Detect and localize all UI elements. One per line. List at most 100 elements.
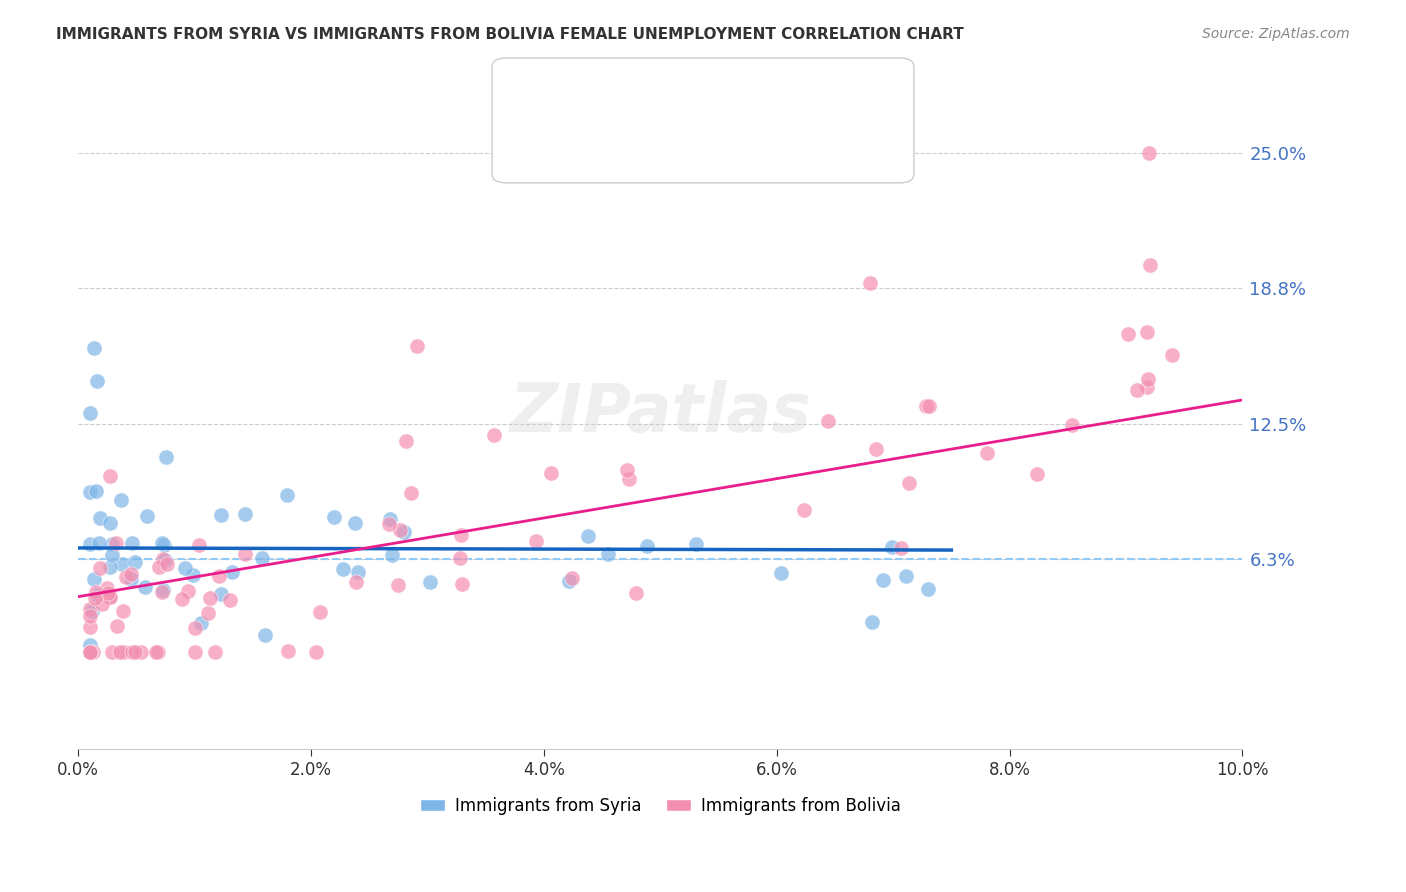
Point [121, 536, 143, 550]
Point [793, 503, 815, 517]
Point [198, 591, 221, 605]
Point [79, 645, 101, 659]
Legend: Immigrants from Syria, Immigrants from Bolivia: Immigrants from Syria, Immigrants from B… [413, 790, 908, 822]
Point [101, 537, 124, 551]
Point [449, 551, 471, 566]
Point [770, 566, 793, 580]
Point [250, 551, 273, 566]
Point [150, 536, 173, 550]
Point [83, 572, 105, 586]
Point [558, 574, 581, 588]
Point [136, 509, 159, 524]
Point [1137, 146, 1160, 161]
Point [82, 645, 104, 659]
Point [394, 434, 416, 448]
Point [111, 557, 134, 571]
Point [115, 570, 138, 584]
Point [685, 537, 707, 551]
Point [576, 529, 599, 543]
Point [98, 559, 121, 574]
Point [129, 645, 152, 659]
Point [176, 583, 198, 598]
Point [394, 525, 416, 540]
Point [524, 533, 547, 548]
Point [105, 618, 128, 632]
Point [204, 645, 226, 659]
Point [1136, 372, 1159, 386]
Point [79, 485, 101, 500]
Point [91, 597, 114, 611]
Point [221, 565, 243, 579]
Point [86, 374, 108, 388]
Point [882, 541, 904, 555]
Point [305, 645, 328, 659]
Point [1161, 348, 1184, 362]
Point [218, 593, 240, 607]
Point [1062, 418, 1084, 433]
Point [254, 628, 277, 642]
Point [277, 644, 299, 658]
Point [89, 511, 111, 525]
Point [124, 645, 146, 659]
Point [79, 609, 101, 624]
Point [344, 575, 367, 590]
Point [380, 512, 402, 526]
Point [1116, 326, 1139, 341]
Point [976, 445, 998, 459]
Point [152, 538, 174, 552]
Point [209, 587, 232, 601]
Point [79, 645, 101, 659]
Point [79, 602, 101, 616]
Point [872, 574, 894, 588]
Point [209, 508, 232, 523]
Text: IMMIGRANTS FROM SYRIA VS IMMIGRANTS FROM BOLIVIA FEMALE UNEMPLOYMENT CORRELATION: IMMIGRANTS FROM SYRIA VS IMMIGRANTS FROM… [56, 27, 965, 42]
Point [233, 547, 256, 561]
Point [859, 277, 882, 291]
Point [148, 560, 170, 574]
Point [98, 591, 121, 605]
Point [79, 620, 101, 634]
Point [187, 537, 209, 551]
Point [482, 427, 505, 442]
Point [183, 645, 205, 659]
Point [450, 527, 472, 541]
Point [155, 450, 177, 464]
Point [98, 516, 121, 531]
Point [174, 561, 197, 575]
Point [145, 645, 167, 659]
Point [914, 399, 936, 413]
Point [155, 553, 177, 567]
Point [598, 548, 620, 562]
Point [108, 645, 131, 659]
Point [97, 586, 120, 600]
Point [1026, 467, 1049, 482]
Point [152, 582, 174, 597]
Point [1139, 258, 1161, 272]
Point [898, 476, 921, 491]
Point [84, 591, 107, 606]
Text: ZIPatlas: ZIPatlas [509, 380, 811, 446]
Point [79, 537, 101, 551]
Point [617, 472, 640, 486]
Point [120, 573, 142, 587]
Point [89, 561, 111, 575]
Point [184, 621, 207, 635]
Point [344, 516, 367, 530]
Point [626, 586, 648, 600]
Point [918, 399, 941, 413]
Point [405, 339, 427, 353]
Point [388, 524, 411, 538]
Point [181, 568, 204, 582]
Point [172, 591, 194, 606]
Point [112, 645, 135, 659]
Point [79, 638, 101, 652]
Point [323, 509, 346, 524]
Point [86, 588, 108, 602]
Point [120, 566, 142, 581]
Point [890, 541, 912, 555]
Point [540, 466, 562, 480]
Point [1136, 380, 1159, 394]
Point [84, 483, 107, 498]
Point [387, 578, 409, 592]
Point [865, 442, 887, 457]
